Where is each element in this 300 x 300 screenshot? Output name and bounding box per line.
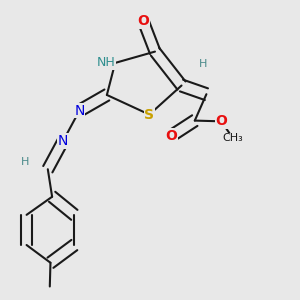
Text: O: O: [215, 114, 227, 128]
Text: N: N: [74, 104, 85, 118]
Text: NH: NH: [96, 56, 115, 69]
Text: H: H: [199, 59, 207, 69]
Text: O: O: [137, 14, 149, 28]
Text: O: O: [166, 129, 178, 143]
Text: CH₃: CH₃: [223, 133, 243, 143]
Text: S: S: [144, 108, 154, 122]
Text: H: H: [20, 157, 29, 167]
Text: N: N: [58, 134, 68, 148]
